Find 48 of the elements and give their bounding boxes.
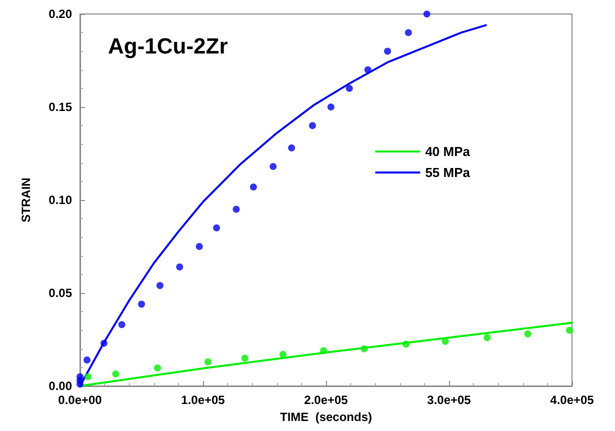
point (250, 183, 257, 190)
x-tick-label: 0.0e+00 (58, 393, 102, 407)
x-tick-label: 3.0e+05 (427, 393, 472, 407)
point (288, 144, 296, 152)
legend-label: 55 MPa (425, 165, 471, 180)
point (76, 373, 84, 380)
y-tick-label: 0.15 (48, 100, 72, 114)
point (138, 300, 145, 308)
legend-label: 40 MPa (425, 144, 471, 159)
point (402, 340, 410, 348)
y-tick-label: 0.20 (48, 7, 72, 21)
point (484, 334, 491, 342)
point (196, 243, 203, 250)
point (213, 224, 220, 232)
text: Ag-1Cu-2Zr (108, 34, 228, 58)
point (320, 347, 328, 354)
y-tick-label: 0.05 (48, 286, 72, 300)
x-axis-title: TIME (seconds) (280, 410, 372, 424)
point (327, 104, 334, 110)
point (84, 356, 91, 364)
point (232, 206, 240, 213)
y-axis-title: STRAIN (19, 178, 33, 222)
point (241, 354, 248, 362)
point (270, 163, 277, 170)
point (404, 29, 412, 36)
point (176, 263, 184, 270)
x-tick-label: 4.0e+05 (550, 393, 594, 407)
point (566, 326, 574, 334)
y-tick-label: 0.00 (48, 379, 72, 393)
point (279, 350, 286, 358)
point (204, 358, 212, 366)
y-tick-label: 0.10 (48, 193, 72, 207)
point (156, 282, 164, 290)
point (112, 370, 120, 378)
point (524, 330, 532, 338)
x-tick-label: 1.0e+05 (181, 393, 226, 407)
point (154, 364, 161, 372)
point (308, 122, 316, 130)
point (84, 373, 92, 380)
x-tick-label: 2.0e+05 (304, 393, 348, 407)
point (423, 10, 430, 18)
point (360, 345, 368, 352)
point (346, 84, 353, 92)
point (442, 338, 449, 345)
point (100, 340, 108, 347)
point (364, 66, 372, 74)
point (384, 48, 391, 55)
point (118, 321, 126, 328)
